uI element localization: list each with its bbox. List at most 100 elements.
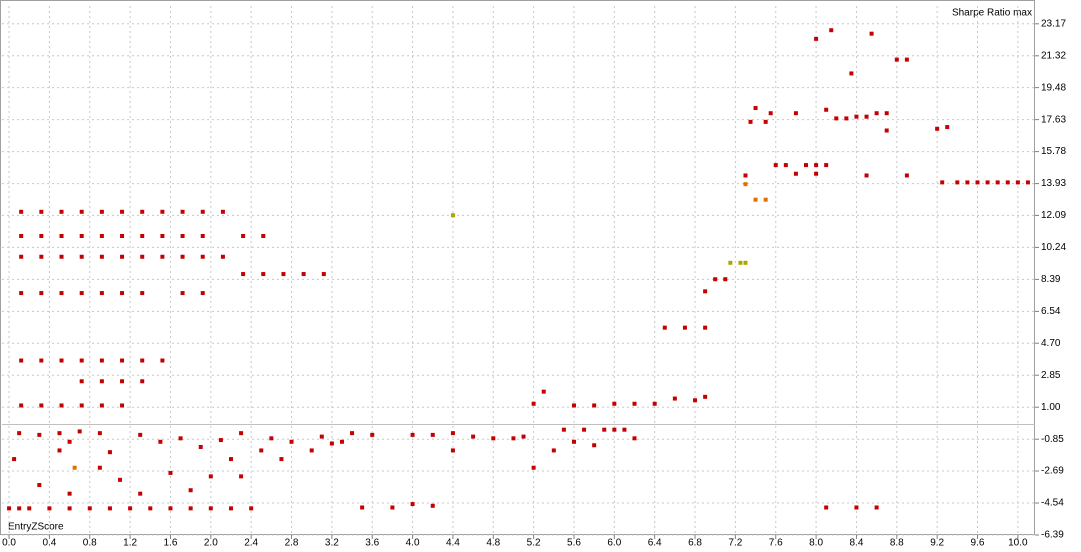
point — [259, 448, 264, 453]
point — [985, 180, 990, 185]
point — [59, 254, 64, 259]
point — [824, 163, 829, 168]
y-tick-label: -6.39 — [1041, 530, 1064, 541]
point — [200, 254, 205, 259]
point — [511, 436, 516, 441]
point — [79, 403, 84, 408]
y-tick-label: 10.24 — [1041, 242, 1066, 253]
point — [748, 119, 753, 124]
point — [632, 436, 637, 441]
point — [97, 431, 102, 436]
point — [874, 111, 879, 116]
point — [77, 429, 82, 434]
point — [208, 474, 213, 479]
y-tick-label: 15.78 — [1041, 146, 1066, 157]
point — [218, 438, 223, 443]
point — [753, 197, 758, 202]
point — [339, 439, 344, 444]
point — [450, 431, 455, 436]
point — [773, 163, 778, 168]
point — [763, 197, 768, 202]
x-tick-label: 1.2 — [123, 538, 137, 549]
x-tick-label: 9.6 — [971, 538, 985, 549]
point — [118, 477, 123, 482]
point — [834, 116, 839, 121]
point — [814, 36, 819, 41]
point — [7, 506, 12, 511]
x-axis-label: EntryZScore — [8, 522, 64, 533]
point — [99, 403, 104, 408]
point — [239, 431, 244, 436]
point — [430, 503, 435, 508]
point — [450, 213, 455, 218]
y-tick-label: 12.09 — [1041, 210, 1066, 221]
point — [582, 427, 587, 432]
point — [763, 119, 768, 124]
point — [59, 403, 64, 408]
point — [180, 209, 185, 214]
point — [79, 379, 84, 384]
point — [269, 436, 274, 441]
point — [824, 505, 829, 510]
point — [19, 291, 24, 296]
x-tick-label: 0.0 — [2, 538, 16, 549]
point — [410, 502, 415, 507]
point — [120, 403, 125, 408]
point — [220, 254, 225, 259]
point — [160, 209, 165, 214]
x-tick-label: 0.8 — [83, 538, 97, 549]
point — [592, 403, 597, 408]
point — [160, 358, 165, 363]
point — [79, 358, 84, 363]
point — [713, 277, 718, 282]
point — [804, 163, 809, 168]
y-tick-label: 21.32 — [1041, 50, 1066, 61]
x-tick-label: 7.6 — [769, 538, 783, 549]
point — [829, 28, 834, 33]
point — [622, 427, 627, 432]
point — [17, 431, 22, 436]
point — [140, 209, 145, 214]
point — [793, 171, 798, 176]
point — [180, 291, 185, 296]
point — [97, 465, 102, 470]
point — [410, 432, 415, 437]
point — [120, 358, 125, 363]
point — [239, 474, 244, 479]
point — [561, 427, 566, 432]
point — [940, 180, 945, 185]
point — [107, 450, 112, 455]
point — [1025, 180, 1030, 185]
y-tick-label: 4.70 — [1041, 338, 1061, 349]
plot-frame — [0, 0, 1035, 535]
x-tick-label: 9.2 — [930, 538, 944, 549]
point — [723, 277, 728, 282]
point — [955, 180, 960, 185]
point — [531, 465, 536, 470]
point — [703, 289, 708, 294]
point — [289, 439, 294, 444]
point — [37, 432, 42, 437]
point — [652, 401, 657, 406]
point — [59, 209, 64, 214]
point — [19, 403, 24, 408]
point — [261, 272, 266, 277]
point — [824, 107, 829, 112]
y-tick-label: 17.63 — [1041, 114, 1066, 125]
point — [57, 431, 62, 436]
x-tick-label: 7.2 — [728, 538, 742, 549]
point — [19, 254, 24, 259]
y-tick-label: 2.85 — [1041, 370, 1061, 381]
point — [975, 180, 980, 185]
point — [19, 234, 24, 238]
x-tick-label: 6.0 — [607, 538, 621, 549]
point — [783, 163, 788, 168]
point — [47, 506, 52, 511]
point — [160, 254, 165, 259]
point — [864, 173, 869, 178]
point — [99, 254, 104, 259]
y-tick-label: -2.69 — [1041, 466, 1064, 477]
point — [672, 396, 677, 401]
point — [935, 126, 940, 131]
